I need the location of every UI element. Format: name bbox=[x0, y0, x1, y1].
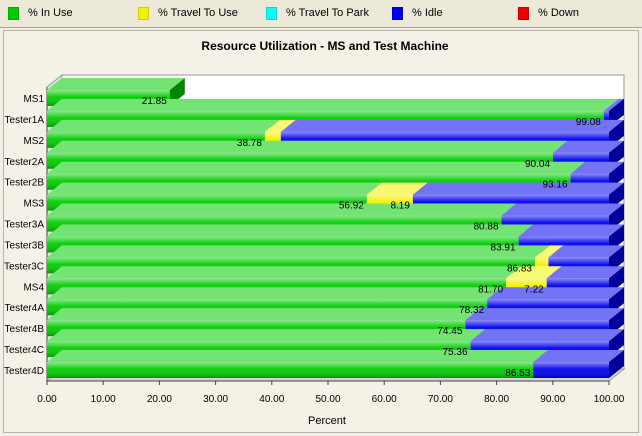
category-label: MS4 bbox=[23, 282, 44, 293]
legend-swatch-travel-to-use bbox=[138, 6, 149, 20]
legend-item-down: % Down bbox=[518, 6, 579, 20]
x-tick-label: 80.00 bbox=[484, 394, 509, 405]
legend-label: % Down bbox=[538, 7, 579, 19]
category-label: Tester4A bbox=[5, 303, 45, 314]
bar-value-label: 74.45 bbox=[437, 326, 462, 337]
legend-label: % Idle bbox=[412, 7, 443, 19]
bar-value-label: 99.08 bbox=[576, 117, 601, 128]
x-tick-label: 90.00 bbox=[540, 394, 565, 405]
legend-label: % Travel To Park bbox=[286, 7, 369, 19]
bar-value-label: 93.16 bbox=[543, 180, 568, 191]
category-label: Tester4C bbox=[4, 345, 44, 356]
category-label: Tester3A bbox=[5, 220, 45, 231]
category-label: Tester2B bbox=[5, 178, 45, 189]
bar-value-label: 56.92 bbox=[339, 201, 364, 212]
legend-item-travel-to-use: % Travel To Use bbox=[138, 6, 238, 20]
bar-segment bbox=[47, 350, 549, 378]
x-tick-label: 70.00 bbox=[428, 394, 453, 405]
category-label: Tester3C bbox=[4, 261, 44, 272]
category-label: MS2 bbox=[23, 136, 44, 147]
bar-value-label: 83.91 bbox=[491, 242, 516, 253]
bar-value-label: 90.04 bbox=[525, 159, 550, 170]
bar-value-label: 21.85 bbox=[142, 96, 167, 107]
bar-value-label: 75.36 bbox=[442, 347, 467, 358]
legend-item-in-use: % In Use bbox=[8, 6, 73, 20]
chart-title: Resource Utilization - MS and Test Machi… bbox=[201, 39, 448, 53]
x-tick-label: 20.00 bbox=[147, 394, 172, 405]
x-tick-label: 40.00 bbox=[259, 394, 284, 405]
category-label: MS1 bbox=[23, 94, 44, 105]
x-tick-label: 60.00 bbox=[372, 394, 397, 405]
x-tick-label: 100.00 bbox=[594, 394, 625, 405]
x-tick-label: 10.00 bbox=[91, 394, 116, 405]
legend-swatch-idle bbox=[392, 6, 403, 20]
category-label: MS3 bbox=[23, 199, 44, 210]
category-label: Tester1A bbox=[5, 115, 45, 126]
legend: % In Use % Travel To Use % Travel To Par… bbox=[0, 0, 642, 28]
legend-label: % In Use bbox=[28, 7, 73, 19]
legend-swatch-in-use bbox=[8, 6, 19, 20]
category-label: Tester2A bbox=[5, 157, 45, 168]
x-tick-label: 50.00 bbox=[315, 394, 340, 405]
legend-swatch-down bbox=[518, 6, 529, 20]
category-label: Tester4D bbox=[4, 366, 44, 377]
bar-value-label: 86.83 bbox=[507, 263, 532, 274]
legend-swatch-travel-to-park bbox=[266, 6, 277, 20]
legend-label: % Travel To Use bbox=[158, 7, 238, 19]
legend-item-idle: % Idle bbox=[392, 6, 443, 20]
bar-value-label: 8.19 bbox=[390, 201, 410, 212]
category-label: Tester3B bbox=[5, 240, 45, 251]
bar-value-label: 7.22 bbox=[524, 284, 544, 295]
bar-segment bbox=[533, 350, 624, 378]
legend-item-travel-to-park: % Travel To Park bbox=[266, 6, 369, 20]
bar-value-label: 86.53 bbox=[505, 368, 530, 379]
bar-value-label: 38.78 bbox=[237, 138, 262, 149]
bar-value-label: 81.70 bbox=[478, 284, 503, 295]
x-axis-title: Percent bbox=[308, 415, 346, 427]
x-tick-label: 30.00 bbox=[203, 394, 228, 405]
bar-value-label: 80.88 bbox=[474, 222, 499, 233]
bar-value-label: 78.32 bbox=[459, 305, 484, 316]
x-tick-label: 0.00 bbox=[37, 394, 57, 405]
category-label: Tester4B bbox=[5, 324, 45, 335]
